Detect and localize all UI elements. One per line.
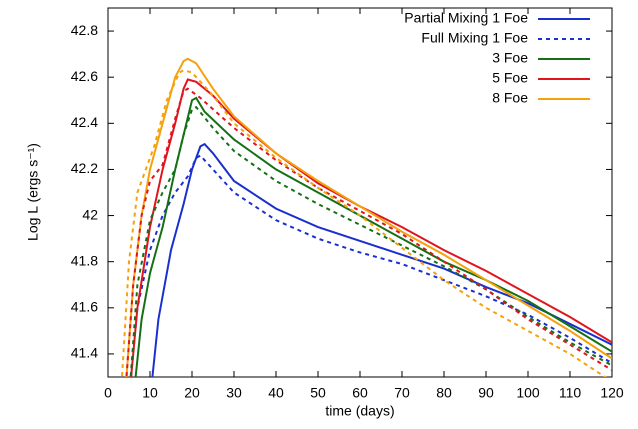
x-tick-label: 120 [600,385,624,401]
x-tick-label: 90 [478,385,494,401]
x-tick-label: 100 [516,385,540,401]
data-line [125,87,612,377]
x-tick-label: 20 [184,385,200,401]
y-tick-label: 42.8 [71,22,98,38]
x-tick-label: 10 [142,385,158,401]
data-line [125,57,612,377]
x-tick-label: 0 [104,385,112,401]
plot-area [120,57,612,377]
legend-label: 8 Foe [492,90,528,106]
x-tick-label: 80 [436,385,452,401]
data-line [129,105,612,377]
y-tick-label: 41.8 [71,252,98,268]
x-tick-label: 30 [226,385,242,401]
y-tick-label: 41.4 [71,345,98,361]
y-tick-label: 42.2 [71,160,98,176]
x-tick-label: 60 [352,385,368,401]
x-tick-label: 70 [394,385,410,401]
x-tick-label: 40 [268,385,284,401]
y-tick-label: 41.6 [71,299,98,315]
y-axis-label: Log L (ergs s⁻¹) [25,143,41,241]
legend-label: Full Mixing 1 Foe [421,30,528,46]
legend-label: 3 Foe [492,50,528,66]
data-line [151,142,612,377]
y-tick-label: 42.4 [71,114,98,130]
y-tick-label: 42 [82,206,98,222]
x-axis-label: time (days) [325,403,394,419]
data-line [130,154,612,377]
plot-frame [107,7,613,378]
data-line [130,78,612,377]
legend-label: 5 Foe [492,70,528,86]
x-tick-label: 110 [559,385,582,401]
data-line [120,69,607,377]
x-tick-label: 50 [310,385,326,401]
y-tick-label: 42.6 [71,68,98,84]
legend-label: Partial Mixing 1 Foe [404,10,528,26]
